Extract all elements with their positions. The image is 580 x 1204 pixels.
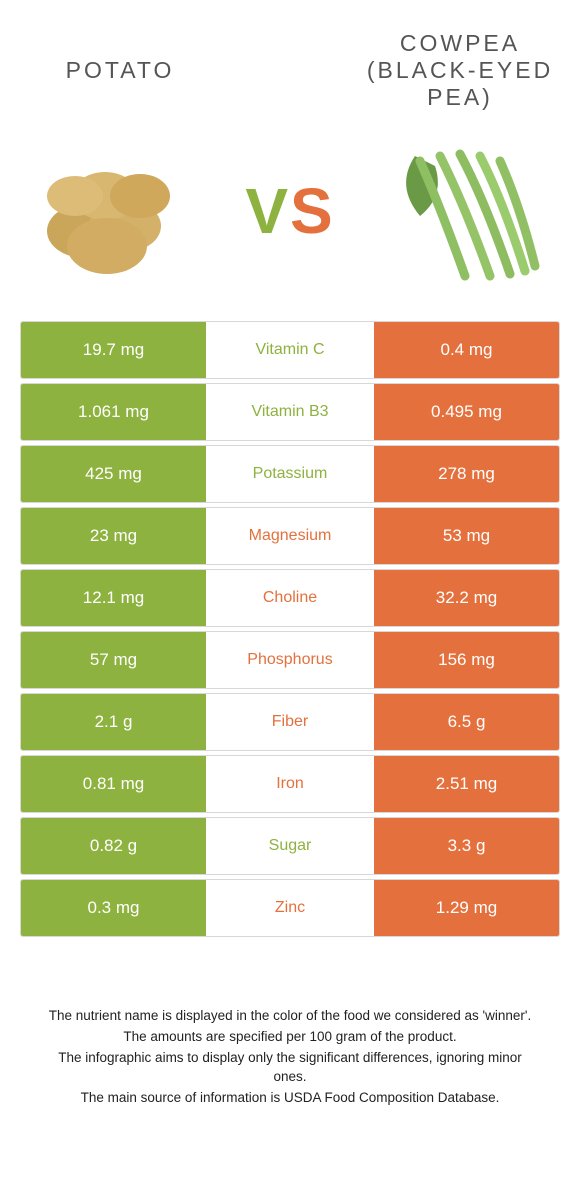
left-value: 19.7 mg xyxy=(21,322,206,378)
right-value: 0.4 mg xyxy=(374,322,559,378)
left-value: 1.061 mg xyxy=(21,384,206,440)
nutrient-row: 57 mgPhosphorus156 mg xyxy=(20,631,560,689)
right-food-title: COWPEA (BLACK-EYED PEA) xyxy=(360,30,560,111)
left-value: 425 mg xyxy=(21,446,206,502)
vs-label: VS xyxy=(245,174,334,248)
nutrient-label: Iron xyxy=(206,756,374,812)
right-value: 278 mg xyxy=(374,446,559,502)
nutrient-label: Phosphorus xyxy=(206,632,374,688)
nutrient-row: 0.3 mgZinc1.29 mg xyxy=(20,879,560,937)
left-food-title: POTATO xyxy=(20,57,220,84)
left-value: 0.81 mg xyxy=(21,756,206,812)
potato-image xyxy=(20,131,200,291)
nutrient-table: 19.7 mgVitamin C0.4 mg1.061 mgVitamin B3… xyxy=(20,321,560,937)
left-value: 2.1 g xyxy=(21,694,206,750)
nutrient-row: 2.1 gFiber6.5 g xyxy=(20,693,560,751)
nutrient-row: 12.1 mgCholine32.2 mg xyxy=(20,569,560,627)
left-value: 23 mg xyxy=(21,508,206,564)
vs-s: S xyxy=(290,174,335,248)
footnotes: The nutrient name is displayed in the co… xyxy=(40,1007,540,1107)
nutrient-label: Choline xyxy=(206,570,374,626)
nutrient-label: Vitamin C xyxy=(206,322,374,378)
header: POTATO COWPEA (BLACK-EYED PEA) xyxy=(0,0,580,121)
right-value: 0.495 mg xyxy=(374,384,559,440)
left-value: 12.1 mg xyxy=(21,570,206,626)
left-value: 0.3 mg xyxy=(21,880,206,936)
nutrient-row: 19.7 mgVitamin C0.4 mg xyxy=(20,321,560,379)
nutrient-label: Magnesium xyxy=(206,508,374,564)
nutrient-label: Potassium xyxy=(206,446,374,502)
right-value: 53 mg xyxy=(374,508,559,564)
footnote-line: The infographic aims to display only the… xyxy=(40,1049,540,1087)
images-row: VS xyxy=(0,121,580,321)
vs-v: V xyxy=(245,174,290,248)
left-value: 57 mg xyxy=(21,632,206,688)
right-value: 3.3 g xyxy=(374,818,559,874)
right-value: 156 mg xyxy=(374,632,559,688)
footnote-line: The main source of information is USDA F… xyxy=(40,1089,540,1108)
nutrient-label: Fiber xyxy=(206,694,374,750)
infographic-container: POTATO COWPEA (BLACK-EYED PEA) VS xyxy=(0,0,580,1107)
left-value: 0.82 g xyxy=(21,818,206,874)
nutrient-row: 23 mgMagnesium53 mg xyxy=(20,507,560,565)
right-value: 32.2 mg xyxy=(374,570,559,626)
nutrient-row: 425 mgPotassium278 mg xyxy=(20,445,560,503)
nutrient-label: Zinc xyxy=(206,880,374,936)
right-value: 1.29 mg xyxy=(374,880,559,936)
nutrient-row: 1.061 mgVitamin B30.495 mg xyxy=(20,383,560,441)
right-value: 6.5 g xyxy=(374,694,559,750)
nutrient-label: Vitamin B3 xyxy=(206,384,374,440)
nutrient-label: Sugar xyxy=(206,818,374,874)
right-value: 2.51 mg xyxy=(374,756,559,812)
footnote-line: The amounts are specified per 100 gram o… xyxy=(40,1028,540,1047)
nutrient-row: 0.81 mgIron2.51 mg xyxy=(20,755,560,813)
footnote-line: The nutrient name is displayed in the co… xyxy=(40,1007,540,1026)
cowpea-image xyxy=(380,131,560,291)
nutrient-row: 0.82 gSugar3.3 g xyxy=(20,817,560,875)
